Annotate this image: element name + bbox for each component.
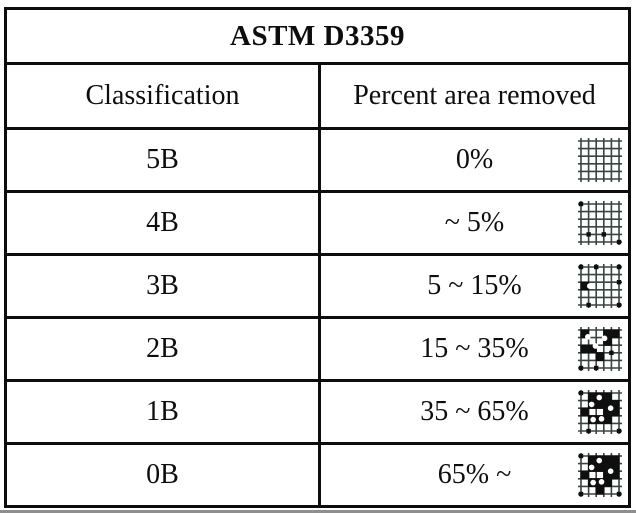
classification-value: 4B xyxy=(146,207,179,238)
percent-cell: 5 ~ 15% xyxy=(321,256,628,316)
percent-value: 5 ~ 15% xyxy=(427,270,522,301)
classification-value: 3B xyxy=(146,270,179,301)
table-row-0b: 0B 65% ~ xyxy=(7,445,628,505)
classification-value: 1B xyxy=(146,396,179,427)
classification-header-cell: Classification xyxy=(7,65,321,127)
table-title: ASTM D3359 xyxy=(230,19,405,52)
table-row-2b: 2B 15 ~ 35% xyxy=(7,319,628,382)
table-header-row: Classification Percent area removed xyxy=(7,65,628,130)
percent-cell: 0% xyxy=(321,130,628,190)
percent-cell: 35 ~ 65% xyxy=(321,382,628,442)
percent-value: 65% ~ xyxy=(437,459,512,490)
table-row-4b: 4B ~ 5% xyxy=(7,193,628,256)
classification-header-label: Classification xyxy=(85,80,240,111)
crosshatch-grid-icon xyxy=(576,262,624,310)
classification-value: 2B xyxy=(146,333,179,364)
table-row-3b: 3B 5 ~ 15% xyxy=(7,256,628,319)
scan-edge-shadow xyxy=(0,510,636,513)
percent-header-label: Percent area removed xyxy=(353,80,596,111)
percent-cell: 65% ~ xyxy=(321,445,628,505)
classification-cell: 3B xyxy=(7,256,321,316)
crosshatch-grid-icon xyxy=(576,325,624,373)
percent-value: ~ 5% xyxy=(444,207,505,238)
crosshatch-grid-icon xyxy=(576,199,624,247)
astm-d3359-table: ASTM D3359 Classification Percent area r… xyxy=(4,7,631,508)
percent-header-cell: Percent area removed xyxy=(321,65,628,127)
classification-cell: 0B xyxy=(7,445,321,505)
crosshatch-grid-icon xyxy=(576,136,624,184)
classification-cell: 2B xyxy=(7,319,321,379)
percent-cell: ~ 5% xyxy=(321,193,628,253)
crosshatch-grid-icon xyxy=(576,451,624,499)
table-row-1b: 1B 35 ~ 65% xyxy=(7,382,628,445)
percent-cell: 15 ~ 35% xyxy=(321,319,628,379)
crosshatch-grid-icon xyxy=(576,388,624,436)
percent-value: 35 ~ 65% xyxy=(420,396,529,427)
classification-cell: 1B xyxy=(7,382,321,442)
percent-value: 15 ~ 35% xyxy=(420,333,529,364)
classification-cell: 4B xyxy=(7,193,321,253)
classification-value: 5B xyxy=(146,144,179,175)
table-row-5b: 5B 0% xyxy=(7,130,628,193)
percent-value: 0% xyxy=(455,144,494,175)
table-title-row: ASTM D3359 xyxy=(7,10,628,65)
classification-cell: 5B xyxy=(7,130,321,190)
classification-value: 0B xyxy=(146,459,179,490)
